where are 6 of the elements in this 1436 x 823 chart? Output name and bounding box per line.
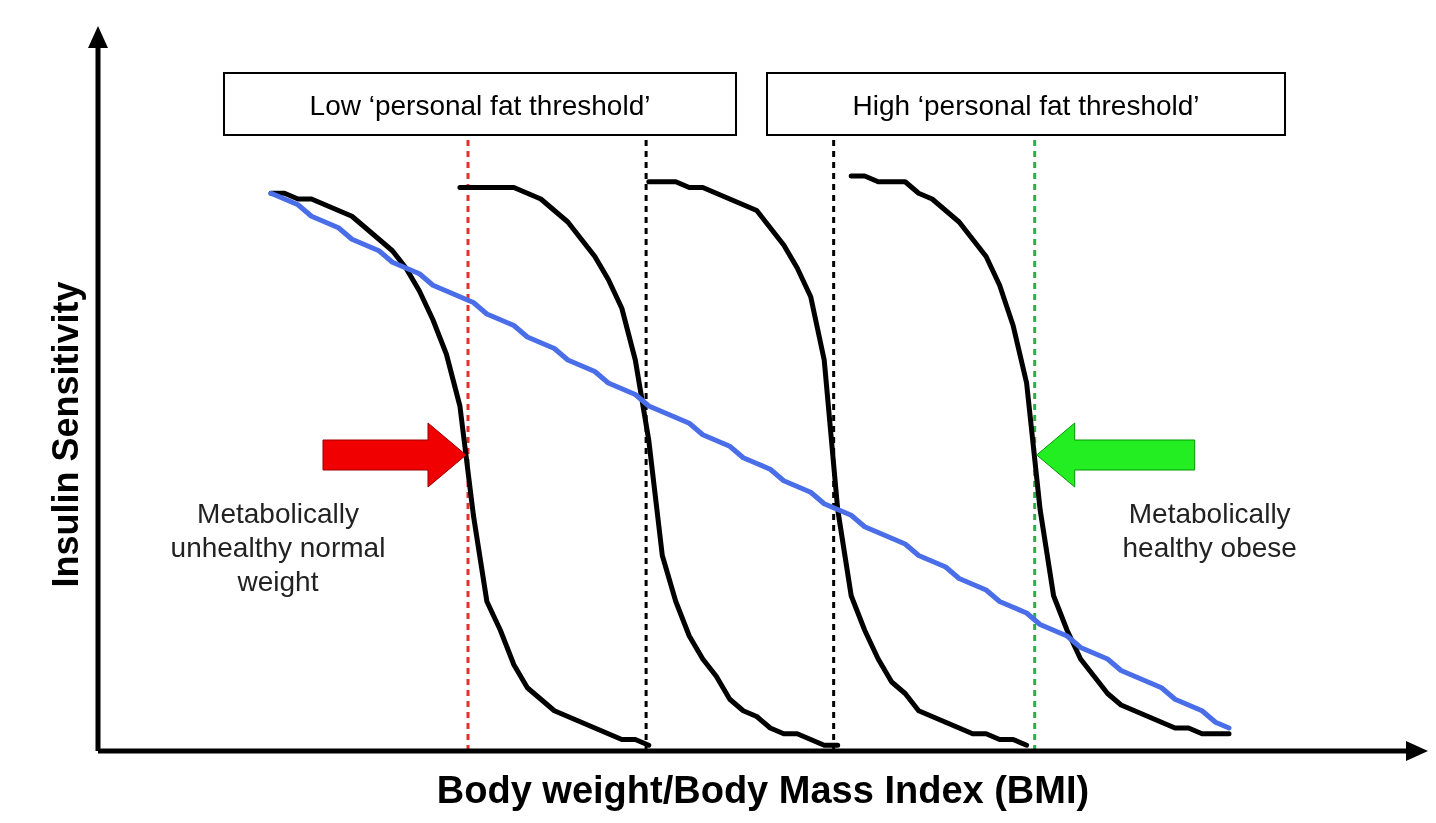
x-axis-title: Body weight/Body Mass Index (BMI): [436, 769, 1090, 811]
annotation: Metabolically healthy obese: [1122, 498, 1297, 563]
y-axis-title: Insulin Sensitivity: [45, 281, 86, 588]
annotation: Metabolically unhealthy normal weight: [170, 498, 386, 597]
text: Low ‘personal fat threshold’: [309, 90, 651, 121]
text: High ‘personal fat threshold’: [852, 90, 1200, 121]
